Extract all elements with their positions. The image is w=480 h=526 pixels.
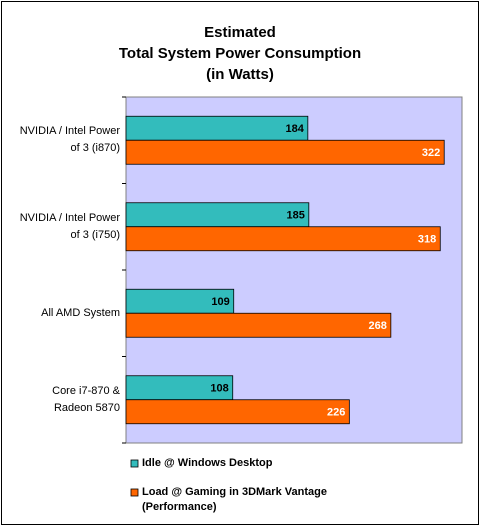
bar (125, 399, 350, 425)
data-label: 226 (327, 407, 345, 419)
data-label: 108 (210, 383, 228, 395)
category-label: Core i7-870 & Radeon 5870 (52, 384, 120, 414)
bar (125, 202, 310, 228)
bar (125, 312, 392, 338)
legend-label: Load @ Gaming in 3DMark Vantage (Perform… (142, 486, 327, 513)
chart-title: Estimated Total System Power Consumption… (118, 24, 362, 83)
bar (125, 375, 234, 401)
data-label: 318 (418, 234, 436, 246)
data-label: 184 (285, 123, 304, 135)
bar (125, 226, 441, 252)
legend-swatch (130, 459, 139, 468)
data-label: 185 (286, 210, 304, 222)
data-label: 268 (368, 320, 386, 332)
data-label: 109 (211, 296, 229, 308)
bar (125, 288, 235, 314)
legend-swatch (130, 488, 139, 497)
category-label: All AMD System (41, 306, 120, 319)
bar (125, 115, 309, 141)
bar (125, 139, 445, 165)
data-label: 322 (422, 147, 440, 159)
category-label: NVIDIA / Intel Power of 3 (i750) (19, 211, 120, 241)
legend-label: Idle @ Windows Desktop (142, 457, 273, 469)
category-label: NVIDIA / Intel Power of 3 (i870) (19, 125, 120, 155)
